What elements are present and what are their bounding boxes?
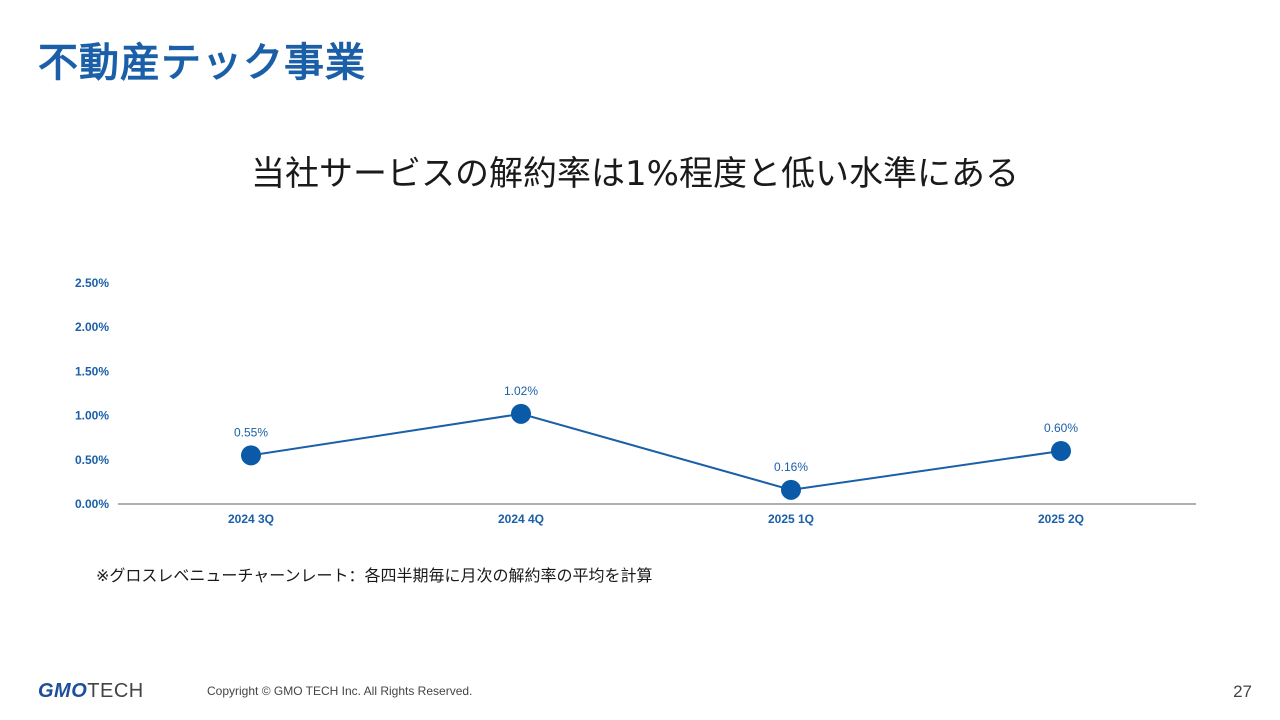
data-point-marker (241, 445, 261, 466)
data-point-marker (1051, 440, 1071, 461)
y-tick-label: 0.00% (75, 497, 109, 511)
x-tick-label: 2025 2Q (1038, 512, 1084, 526)
data-markers (241, 403, 1071, 500)
y-axis-tick-labels: 0.00% 0.50% 1.00% 1.50% 2.00% 2.50% (75, 276, 109, 511)
headline: 当社サービスの解約率は1%程度と低い水準にある (251, 154, 1019, 194)
x-tick-label: 2025 1Q (768, 512, 814, 526)
copyright-text: Copyright © GMO TECH Inc. All Rights Res… (207, 684, 473, 698)
data-label: 0.60% (1044, 421, 1078, 435)
y-tick-label: 2.50% (75, 276, 109, 290)
gmo-tech-logo: GMOTECH (38, 680, 144, 703)
data-point-marker (781, 479, 801, 500)
data-labels: 0.55% 1.02% 0.16% 0.60% (234, 384, 1078, 474)
data-label: 1.02% (504, 384, 538, 398)
data-label: 0.16% (774, 460, 808, 474)
data-point-marker (511, 403, 531, 424)
logo-gmo-text: GMO (38, 680, 88, 702)
data-label: 0.55% (234, 425, 268, 439)
series-line (250, 412, 1062, 491)
y-tick-label: 1.00% (75, 409, 109, 423)
page-number: 27 (1233, 682, 1252, 701)
y-tick-label: 1.50% (75, 364, 109, 378)
y-tick-label: 0.50% (75, 453, 109, 467)
footnote: ※グロスレベニューチャーンレート：各四半期毎に月次の解約率の平均を計算 (96, 566, 653, 585)
slide-title: 不動産テック事業 (38, 40, 366, 86)
x-tick-label: 2024 4Q (498, 512, 544, 526)
logo-tech-text: TECH (87, 680, 144, 702)
churn-rate-line-chart: 0.00%0.50%1.00%1.50%2.00%2.50% 2024 3Q 20… (75, 276, 1196, 526)
y-tick-label: 2.00% (75, 320, 109, 334)
x-axis-tick-labels: 2024 3Q 2024 4Q 2025 1Q 2025 2Q (228, 512, 1084, 526)
x-tick-label: 2024 3Q (228, 512, 274, 526)
